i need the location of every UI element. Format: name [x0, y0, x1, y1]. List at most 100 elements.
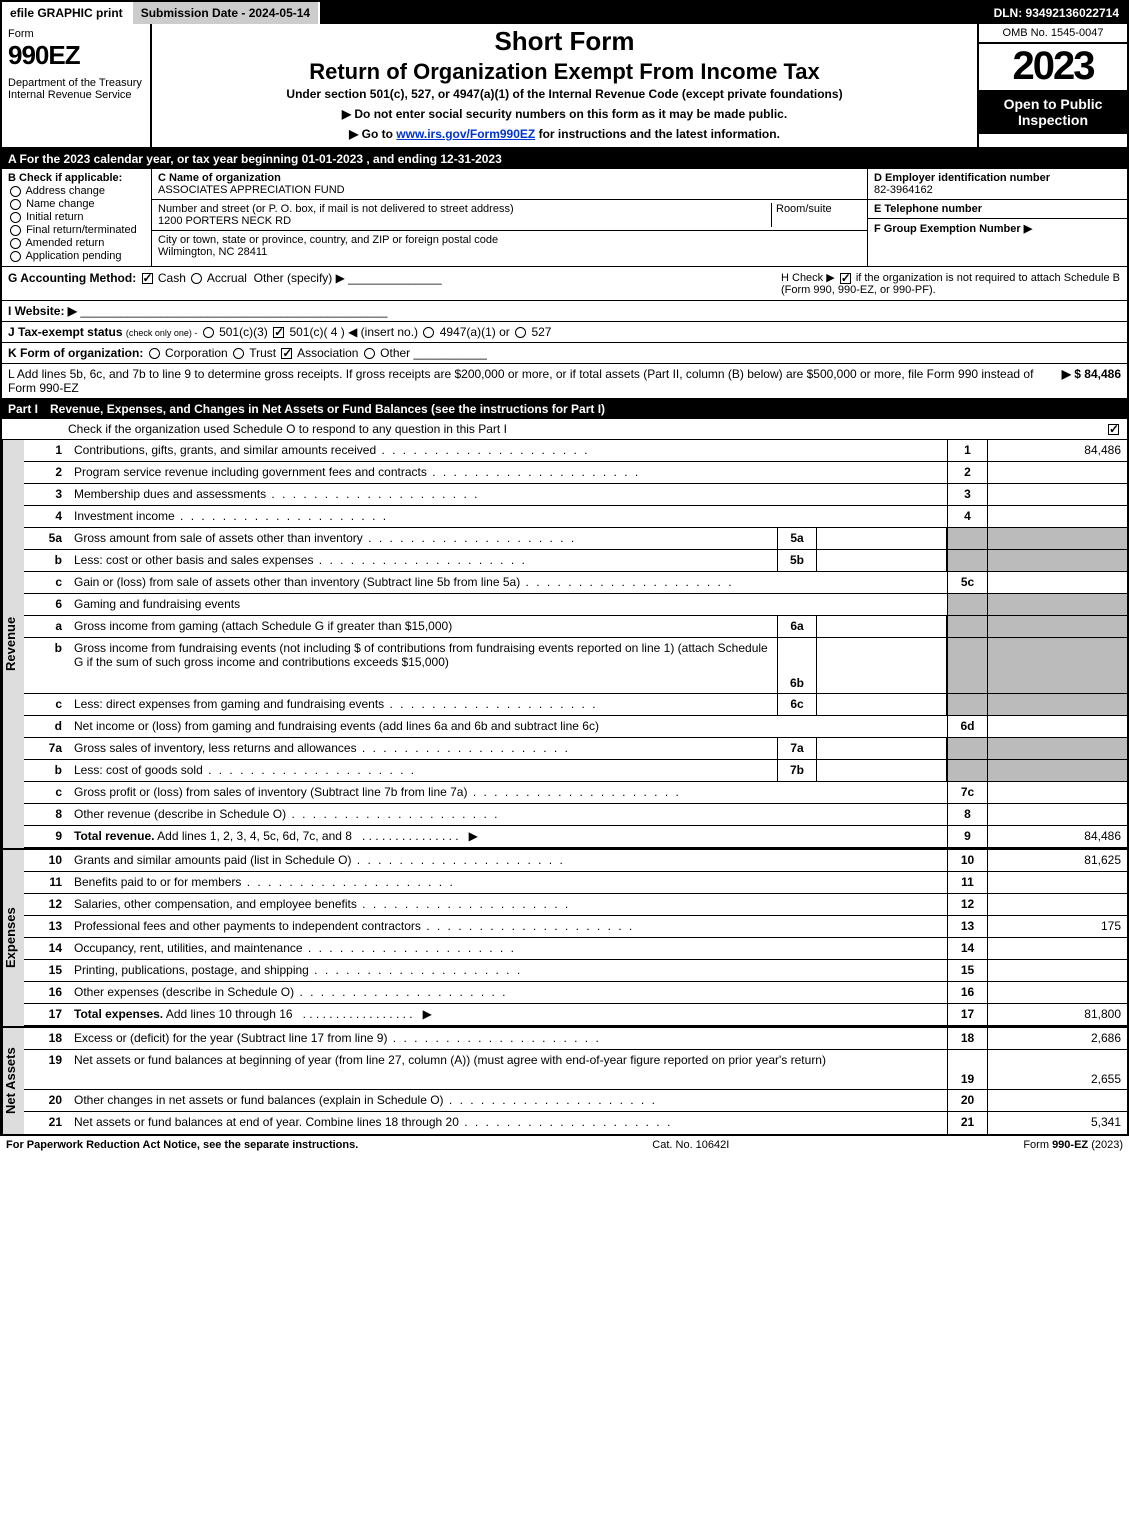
- street-address: 1200 PORTERS NECK RD: [158, 215, 771, 227]
- form-ref: Form 990-EZ (2023): [1023, 1139, 1123, 1151]
- opt-corporation: Corporation: [165, 346, 228, 360]
- box-b: B Check if applicable: Address change Na…: [2, 169, 152, 266]
- chk-schedule-o-part1[interactable]: [1108, 424, 1119, 435]
- under-section-note: Under section 501(c), 527, or 4947(a)(1)…: [160, 87, 969, 101]
- box-e-label: E Telephone number: [874, 203, 1121, 215]
- row-17: 17Total expenses. Add lines 10 through 1…: [24, 1004, 1127, 1026]
- part-1-header: Part I Revenue, Expenses, and Changes in…: [2, 399, 1127, 419]
- part-1-check-note: Check if the organization used Schedule …: [2, 419, 1127, 440]
- part1-check-text: Check if the organization used Schedule …: [8, 422, 507, 436]
- line-j: J Tax-exempt status (check only one) - 5…: [2, 322, 1127, 343]
- row-8: 8Other revenue (describe in Schedule O)8: [24, 804, 1127, 826]
- row-1: 1Contributions, gifts, grants, and simil…: [24, 440, 1127, 462]
- efile-print-button[interactable]: efile GRAPHIC print: [2, 2, 133, 24]
- room-suite-label: Room/suite: [771, 203, 861, 227]
- box-c: C Name of organization ASSOCIATES APPREC…: [152, 169, 867, 266]
- row-16: 16Other expenses (describe in Schedule O…: [24, 982, 1127, 1004]
- line-k: K Form of organization: Corporation Trus…: [2, 343, 1127, 364]
- revenue-side-label: Revenue: [2, 440, 24, 848]
- line-j-note: (check only one) -: [126, 328, 198, 338]
- dln-number: DLN: 93492136022714: [986, 2, 1127, 24]
- opt-4947: 4947(a)(1) or: [440, 325, 510, 339]
- website-label: I Website: ▶: [8, 304, 77, 318]
- return-title: Return of Organization Exempt From Incom…: [160, 59, 969, 85]
- chk-name-change[interactable]: Name change: [8, 198, 145, 210]
- net-assets-section: Net Assets 18Excess or (deficit) for the…: [2, 1026, 1127, 1134]
- section-a-tax-year: A For the 2023 calendar year, or tax yea…: [2, 149, 1127, 169]
- box-f-label: F Group Exemption Number ▶: [874, 222, 1121, 235]
- header-center: Short Form Return of Organization Exempt…: [152, 24, 977, 147]
- chk-final-return[interactable]: Final return/terminated: [8, 224, 145, 236]
- opt-527: 527: [531, 325, 551, 339]
- revenue-section: Revenue 1Contributions, gifts, grants, a…: [2, 440, 1127, 848]
- row-7c: cGross profit or (loss) from sales of in…: [24, 782, 1127, 804]
- part-1-label: Part I: [8, 402, 44, 416]
- row-5b: bLess: cost or other basis and sales exp…: [24, 550, 1127, 572]
- row-18: 18Excess or (deficit) for the year (Subt…: [24, 1028, 1127, 1050]
- row-4: 4Investment income4: [24, 506, 1127, 528]
- row-20: 20Other changes in net assets or fund ba…: [24, 1090, 1127, 1112]
- arrow-icon: ▶: [469, 829, 478, 843]
- instruction-1: ▶ Do not enter social security numbers o…: [160, 107, 969, 121]
- chk-trust[interactable]: [233, 348, 244, 359]
- chk-other-org[interactable]: [364, 348, 375, 359]
- topbar-spacer: [320, 2, 985, 24]
- chk-accrual[interactable]: [191, 273, 202, 284]
- row-7a: 7aGross sales of inventory, less returns…: [24, 738, 1127, 760]
- chk-cash[interactable]: [142, 273, 153, 284]
- accrual-label: Accrual: [207, 271, 247, 285]
- row-9: 9Total revenue. Add lines 1, 2, 3, 4, 5c…: [24, 826, 1127, 848]
- city-label: City or town, state or province, country…: [158, 234, 861, 246]
- chk-amended-return[interactable]: Amended return: [8, 237, 145, 249]
- header-left: Form 990EZ Department of the Treasury In…: [2, 24, 152, 147]
- net-assets-side-label: Net Assets: [2, 1028, 24, 1134]
- line-g: G Accounting Method: Cash Accrual Other …: [8, 271, 442, 296]
- row-3: 3Membership dues and assessments3: [24, 484, 1127, 506]
- chk-501c3[interactable]: [203, 327, 214, 338]
- line-g-label: G Accounting Method:: [8, 271, 136, 285]
- chk-501c[interactable]: [273, 327, 284, 338]
- chk-4947[interactable]: [423, 327, 434, 338]
- line-l: L Add lines 5b, 6c, and 7b to line 9 to …: [2, 364, 1127, 399]
- chk-address-change[interactable]: Address change: [8, 185, 145, 197]
- line-i: I Website: ▶ ___________________________…: [2, 301, 1127, 322]
- box-c-label: C Name of organization: [158, 172, 861, 184]
- city-state-zip: Wilmington, NC 28411: [158, 246, 861, 258]
- header-right: OMB No. 1545-0047 2023 Open to Public In…: [977, 24, 1127, 147]
- department-label: Department of the Treasury Internal Reve…: [8, 77, 144, 101]
- instruction-2: ▶ Go to www.irs.gov/Form990EZ for instru…: [160, 127, 969, 141]
- chk-corporation[interactable]: [149, 348, 160, 359]
- line-l-amount: ▶ $ 84,486: [1062, 367, 1121, 395]
- ein-value: 82-3964162: [874, 184, 1121, 196]
- chk-application-pending[interactable]: Application pending: [8, 250, 145, 262]
- line-j-label: J Tax-exempt status: [8, 325, 123, 339]
- expenses-side-label: Expenses: [2, 850, 24, 1026]
- chk-association[interactable]: [281, 348, 292, 359]
- opt-501c: 501(c)( 4 ) ◀ (insert no.): [289, 325, 418, 339]
- addr-label: Number and street (or P. O. box, if mail…: [158, 203, 771, 215]
- chk-527[interactable]: [515, 327, 526, 338]
- row-13: 13Professional fees and other payments t…: [24, 916, 1127, 938]
- row-5c: cGain or (loss) from sale of assets othe…: [24, 572, 1127, 594]
- box-b-title: B Check if applicable:: [8, 172, 145, 184]
- form-number: 990EZ: [8, 40, 144, 71]
- paperwork-notice: For Paperwork Reduction Act Notice, see …: [6, 1139, 358, 1151]
- row-7b: bLess: cost of goods sold7b: [24, 760, 1127, 782]
- chk-initial-return[interactable]: Initial return: [8, 211, 145, 223]
- catalog-number: Cat. No. 10642I: [652, 1139, 729, 1151]
- cash-label: Cash: [158, 271, 186, 285]
- irs-link[interactable]: www.irs.gov/Form990EZ: [396, 127, 535, 141]
- page-footer: For Paperwork Reduction Act Notice, see …: [0, 1136, 1129, 1154]
- row-11: 11Benefits paid to or for members11: [24, 872, 1127, 894]
- row-19: 19Net assets or fund balances at beginni…: [24, 1050, 1127, 1090]
- line-l-text: L Add lines 5b, 6c, and 7b to line 9 to …: [8, 367, 1062, 395]
- org-name: ASSOCIATES APPRECIATION FUND: [158, 184, 861, 196]
- row-6a: aGross income from gaming (attach Schedu…: [24, 616, 1127, 638]
- submission-date: Submission Date - 2024-05-14: [133, 2, 320, 24]
- opt-association: Association: [297, 346, 358, 360]
- chk-schedule-b[interactable]: [840, 273, 851, 284]
- row-14: 14Occupancy, rent, utilities, and mainte…: [24, 938, 1127, 960]
- row-6c: cLess: direct expenses from gaming and f…: [24, 694, 1127, 716]
- tax-year: 2023: [979, 44, 1127, 90]
- form-container: efile GRAPHIC print Submission Date - 20…: [0, 0, 1129, 1136]
